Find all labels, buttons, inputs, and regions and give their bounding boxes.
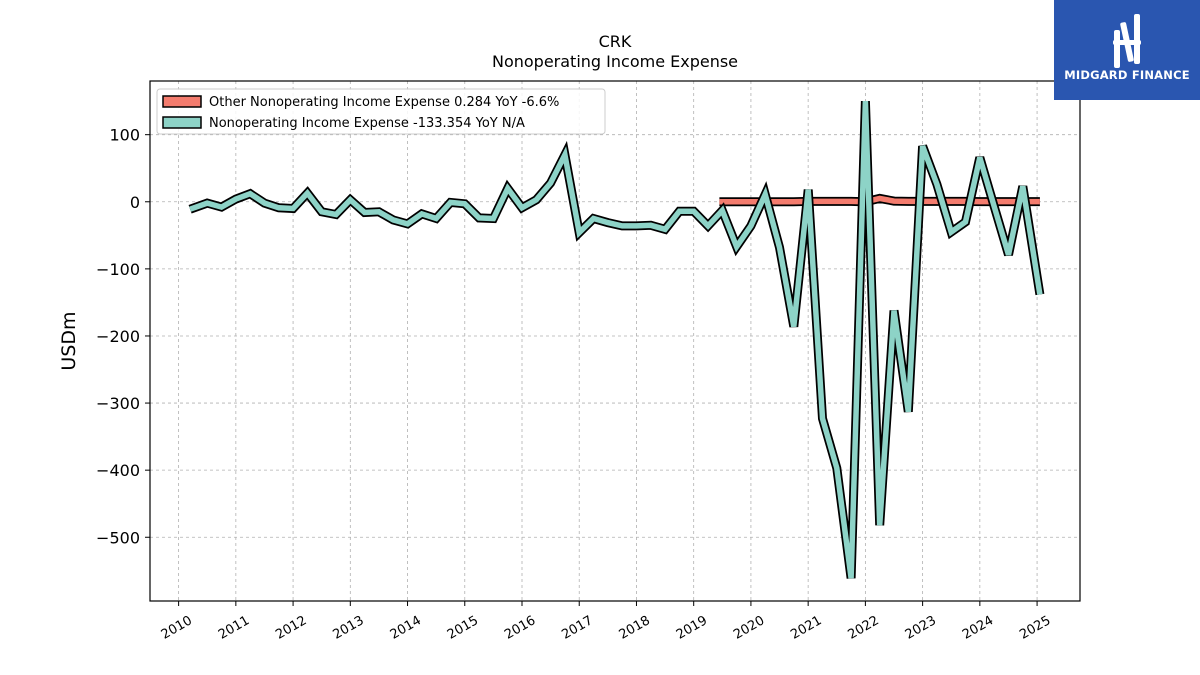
x-tick-label: 2019 (674, 613, 710, 643)
y-axis-label: USDm (58, 311, 80, 370)
plot-frame (149, 80, 1081, 602)
series-1 (188, 100, 1045, 579)
brand-name: MIDGARD FINANCE (1064, 68, 1190, 82)
legend-label-nonoperating: Nonoperating Income Expense -133.354 YoY… (209, 116, 525, 131)
y-tick-label: 0 (130, 193, 140, 212)
x-tick-label: 2021 (788, 613, 824, 643)
series-layer (188, 100, 1045, 579)
x-tick-label: 2017 (559, 613, 595, 643)
series-0 (719, 193, 1040, 207)
brand-logo-mark (1113, 14, 1141, 68)
x-tick-label: 2015 (445, 613, 481, 643)
legend-swatch-nonoperating (162, 116, 202, 129)
legend: Other Nonoperating Income Expense 0.284 … (156, 88, 606, 135)
y-tick-label: −200 (96, 327, 140, 346)
y-tick-label: 100 (109, 126, 140, 145)
x-tick-label: 2025 (1017, 613, 1053, 643)
x-tick-label: 2024 (960, 613, 996, 643)
x-tick-label: 2022 (846, 613, 882, 643)
grid-lines (150, 81, 1080, 601)
x-tick-label: 2018 (617, 613, 653, 643)
chart-title: CRK (599, 32, 632, 51)
series-line (719, 195, 1040, 205)
legend-swatch-other-nonoperating (162, 95, 202, 108)
x-tick-label: 2023 (903, 613, 939, 643)
x-tick-label: 2014 (388, 613, 424, 643)
y-tick-label: −400 (96, 461, 140, 480)
series-line (189, 101, 1043, 579)
x-tick-label: 2012 (273, 613, 309, 643)
x-tick-label: 2013 (330, 613, 366, 643)
x-tick-label: 2016 (502, 613, 538, 643)
legend-box (156, 88, 606, 135)
x-tick-label: 2010 (159, 613, 195, 643)
chart-subtitle: Nonoperating Income Expense (492, 52, 738, 71)
y-tick-label: −500 (96, 528, 140, 547)
legend-label-other-nonoperating: Other Nonoperating Income Expense 0.284 … (209, 95, 559, 110)
brand-logo: MIDGARD FINANCE (1054, 0, 1200, 100)
y-tick-label: −300 (96, 394, 140, 413)
x-tick-label: 2011 (216, 613, 252, 643)
x-tick-label: 2020 (731, 613, 767, 643)
y-tick-label: −100 (96, 260, 140, 279)
